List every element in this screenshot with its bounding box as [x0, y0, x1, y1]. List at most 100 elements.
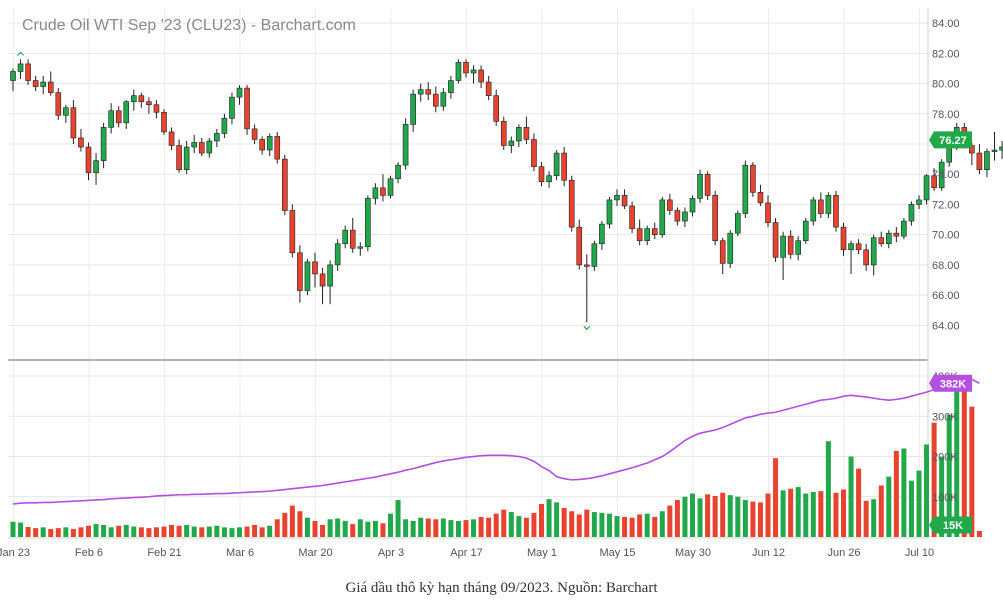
candle-body — [191, 142, 197, 148]
volume-bar — [395, 499, 401, 537]
volume-bar — [93, 524, 99, 537]
price-tick-label: 78.00 — [932, 109, 960, 121]
volume-bar — [924, 444, 930, 537]
volume-bar — [531, 512, 537, 537]
candle-body — [833, 195, 839, 228]
candle-body — [93, 160, 99, 174]
volume-bar — [478, 516, 484, 537]
volume-bar — [267, 525, 273, 537]
volume-bar — [244, 526, 250, 537]
candle-body — [85, 146, 92, 174]
candle-body — [742, 164, 749, 214]
candle-body — [236, 87, 243, 98]
candle-body — [221, 118, 228, 134]
candle — [183, 140, 190, 175]
volume-bar — [878, 485, 884, 537]
candle-body — [523, 127, 530, 140]
candle-body — [183, 146, 190, 170]
candle-body — [991, 149, 998, 152]
volume-bar — [403, 519, 409, 537]
average-volume-tag-bg — [929, 374, 972, 392]
candle — [848, 240, 854, 274]
candle-body — [674, 210, 681, 222]
volume-bar — [690, 493, 695, 537]
candle — [870, 234, 877, 276]
volume-bar — [214, 525, 220, 537]
candle-body — [455, 62, 462, 81]
volume-bar — [176, 525, 182, 537]
candle — [553, 150, 560, 181]
candle — [176, 139, 182, 173]
candle — [787, 230, 794, 259]
volume-bar — [954, 380, 960, 537]
volume-bar — [546, 499, 552, 537]
candle — [531, 133, 537, 172]
price-tick-label: 66.00 — [932, 290, 960, 302]
candle — [402, 118, 409, 170]
candle-body — [402, 124, 409, 166]
volume-bars — [10, 380, 982, 537]
volume-bar — [539, 504, 544, 537]
volume-bar — [976, 530, 982, 537]
candle — [478, 65, 484, 89]
candle-body — [342, 229, 349, 245]
volume-bar — [493, 513, 499, 537]
x-tick-label: Mar 20 — [298, 547, 332, 559]
candle-body — [750, 164, 756, 193]
candle — [825, 192, 832, 219]
candle — [500, 116, 507, 151]
candle — [674, 207, 681, 226]
volume-bar — [803, 493, 809, 537]
volume-bar — [380, 523, 386, 537]
candle-body — [115, 110, 122, 124]
candle — [667, 193, 673, 216]
candle-body — [999, 146, 1003, 151]
volume-bar — [697, 498, 703, 537]
candle — [334, 239, 341, 271]
candle-body — [704, 173, 711, 196]
candle-body — [516, 127, 522, 142]
candle — [131, 89, 137, 111]
volume-bar — [810, 491, 816, 537]
volume-bar — [606, 513, 612, 537]
candle-body — [304, 261, 311, 291]
candle-body — [138, 95, 145, 102]
volume-bar — [871, 499, 877, 537]
candle — [123, 100, 130, 129]
candle — [198, 137, 205, 157]
candle-body — [425, 89, 432, 95]
volume-bar — [720, 492, 726, 537]
candle — [395, 162, 401, 184]
candle-body — [697, 173, 703, 199]
candle — [319, 267, 326, 305]
candle-body — [334, 243, 341, 266]
candle — [606, 196, 613, 229]
candle — [297, 245, 303, 303]
candle-body — [916, 199, 922, 205]
candle-body — [923, 175, 930, 201]
candle — [682, 207, 688, 228]
candle-body — [131, 95, 137, 102]
volume-bar — [833, 492, 839, 537]
candle-body — [281, 158, 288, 211]
candle — [712, 190, 718, 246]
candle-body — [100, 127, 107, 161]
candle-body — [161, 111, 167, 133]
volume-bar — [33, 528, 39, 537]
volume-bar — [229, 528, 235, 537]
candle-body — [568, 179, 575, 228]
volume-bar — [18, 522, 24, 537]
candle — [417, 83, 424, 102]
volume-bar — [289, 505, 295, 537]
volume-bar — [508, 512, 514, 537]
candle — [833, 190, 839, 232]
candle-body — [251, 128, 258, 140]
volume-bar — [501, 509, 507, 537]
volume-bar — [304, 517, 310, 537]
candle — [810, 196, 817, 226]
candle — [546, 171, 552, 188]
candle-body — [312, 261, 318, 275]
volume-bar — [123, 524, 129, 537]
volume-bar — [554, 502, 560, 537]
candle-body — [448, 80, 454, 93]
